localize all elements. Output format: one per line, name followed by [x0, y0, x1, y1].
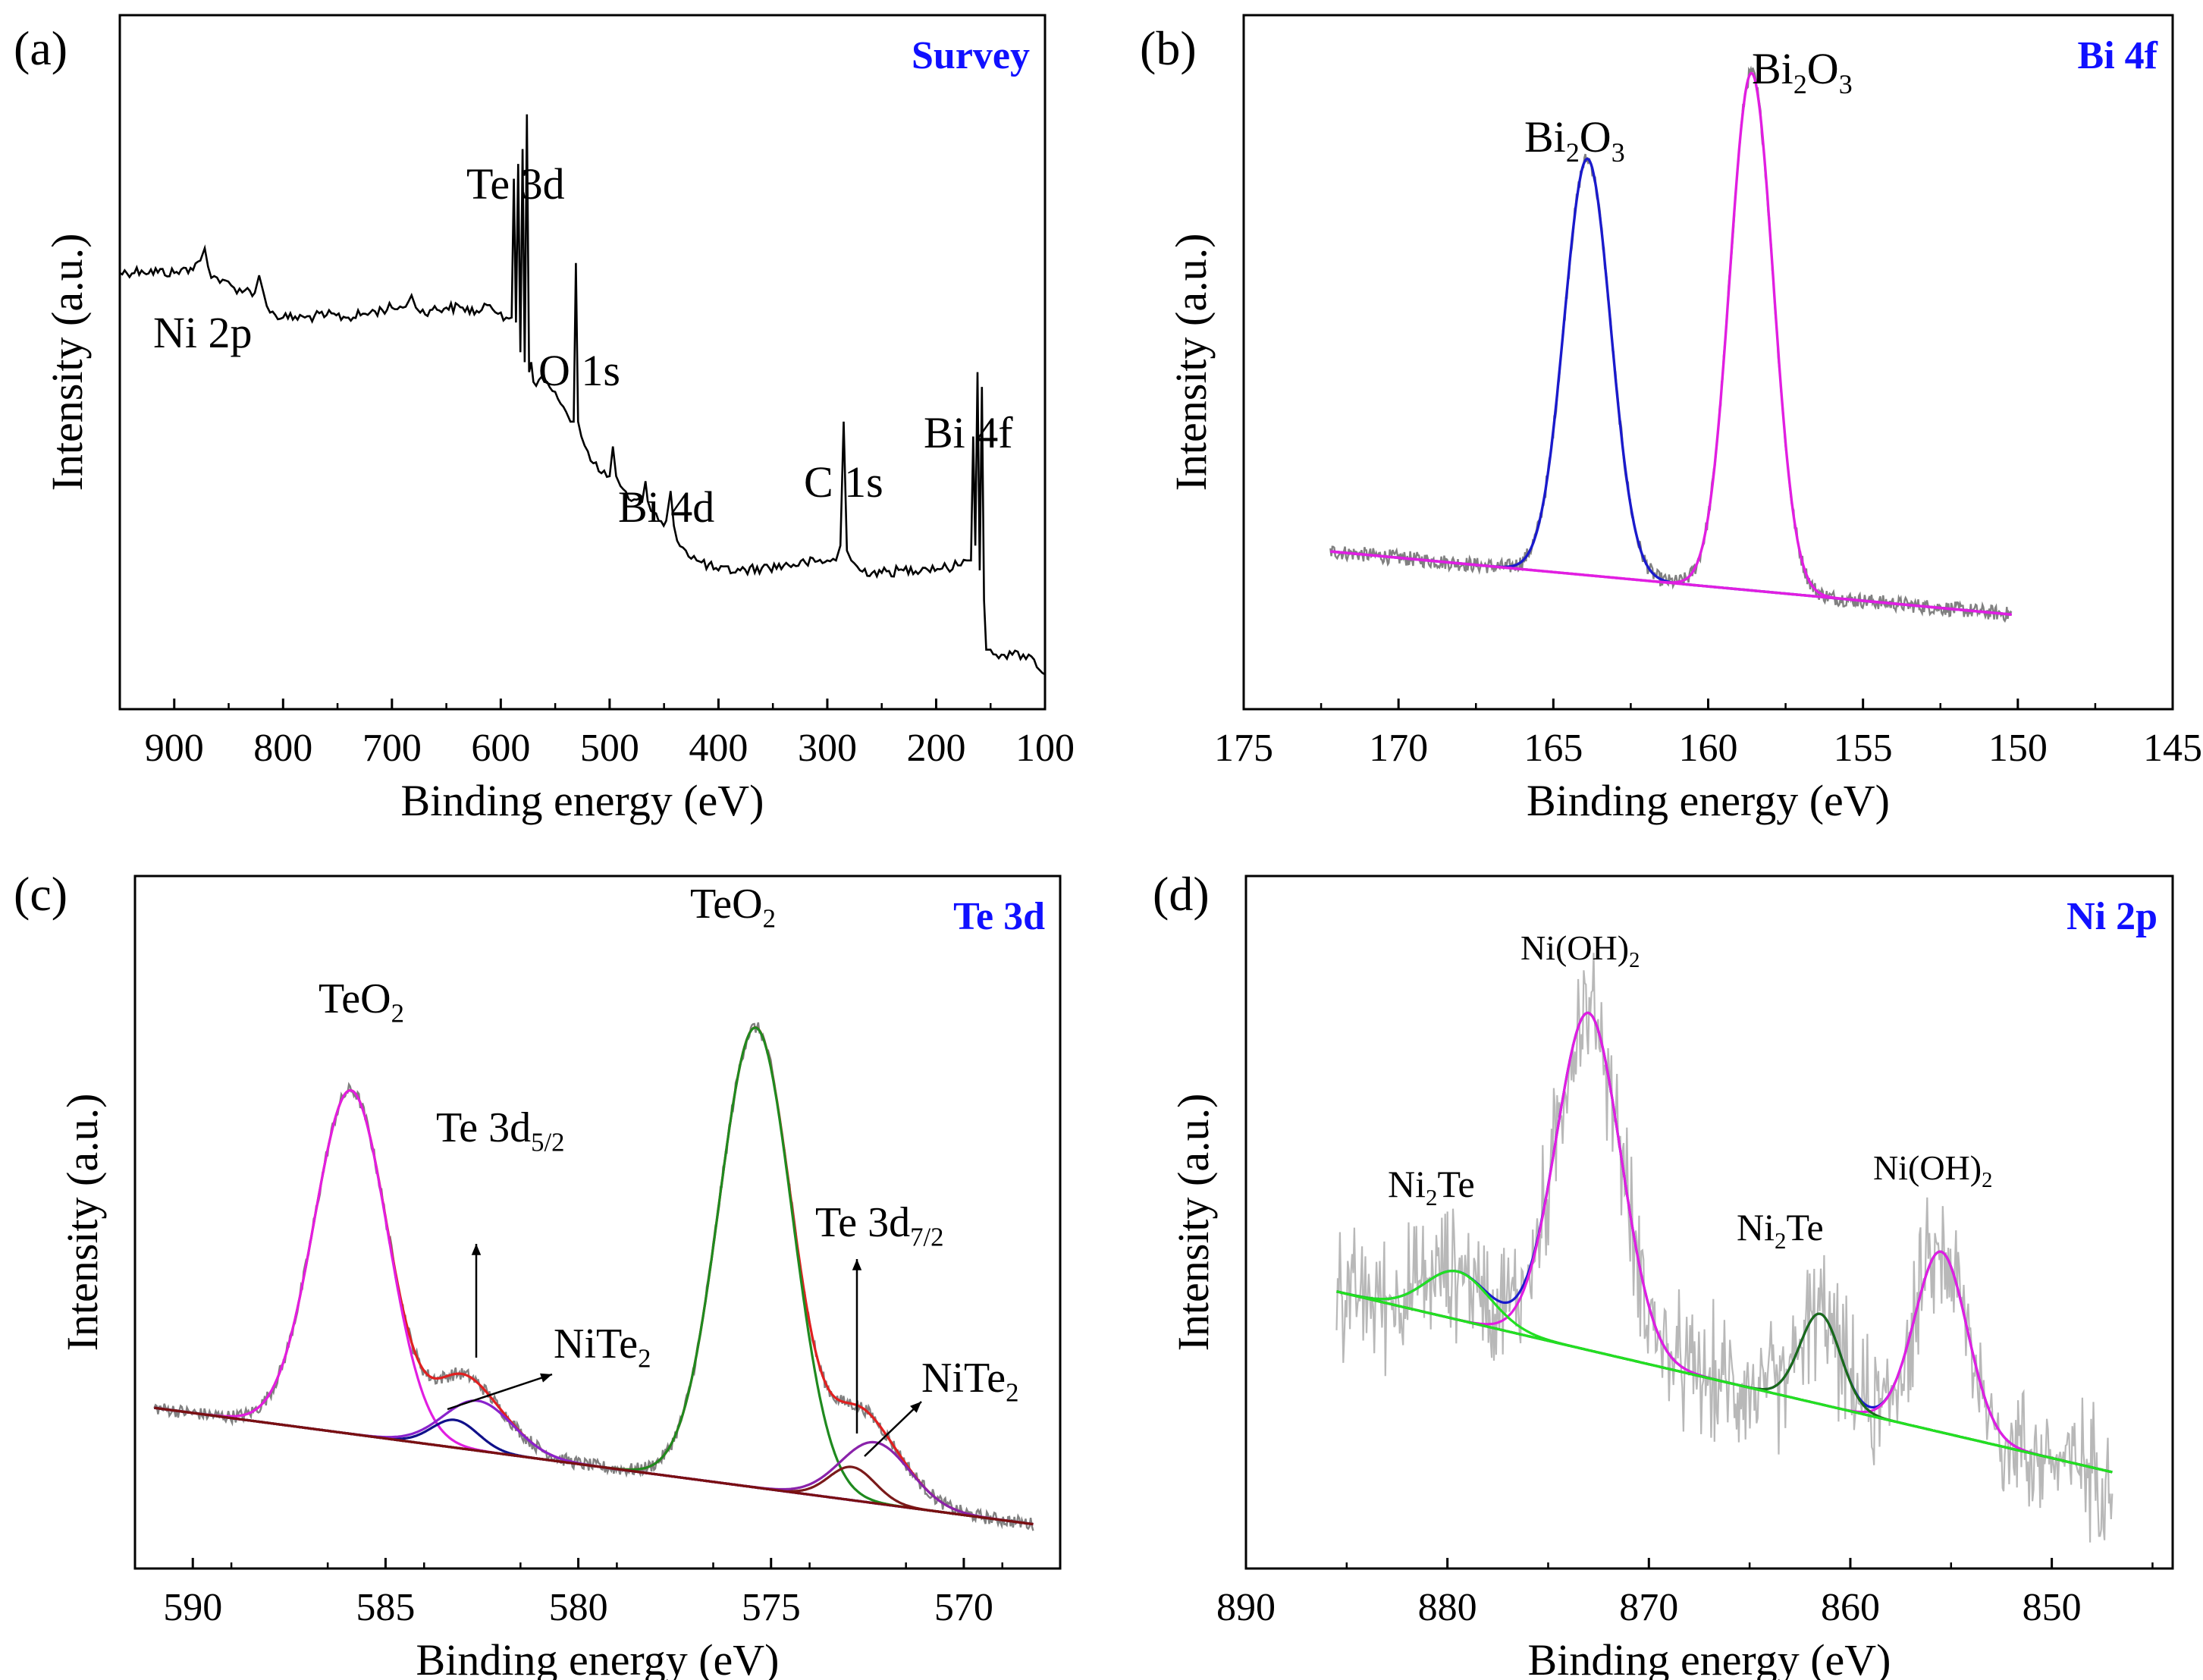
panel-label: (a)	[14, 21, 67, 75]
x-axis-label: Binding energy (eV)	[1527, 776, 1890, 825]
x-tick-label: 880	[1418, 1586, 1477, 1629]
panel-a: (a) Survey 900 800 700 600 500 400 300 200 100 Bind…	[14, 14, 1075, 825]
x-tick-label: 175	[1214, 727, 1273, 770]
x-axis-label: Binding energy (eV)	[401, 776, 764, 825]
panel-b: (b) Bi 4f 175 170 165 160 155 150 145 Binding ene…	[1140, 14, 2202, 825]
arrow-nite2-left	[447, 1373, 553, 1411]
plot-frame	[1242, 14, 2174, 711]
peak-label-4: C 1s	[804, 457, 883, 507]
annot-ni2te-right: Ni2Te	[1737, 1206, 1824, 1254]
x-tick-label: 800	[253, 727, 312, 770]
x-tick-label: 585	[356, 1586, 415, 1629]
x-axis-label: Binding energy (eV)	[1528, 1635, 1891, 1680]
annot-nioh2-left: Ni(OH)2	[1520, 928, 1640, 972]
peak-label-bi2o3-right: Bi2O3	[1752, 44, 1853, 99]
annot-ni2te-left: Ni2Te	[1388, 1163, 1475, 1211]
panel-c: (c) Te 3d 590 585 580 575 570 Binding energy (e…	[14, 867, 1062, 1680]
x-axis-label: Binding energy (eV)	[416, 1635, 780, 1680]
arrow-nite2-right	[864, 1401, 922, 1457]
series-fit-bi2o3-158-6-ev-	[1330, 71, 2012, 616]
x-tick-label: 850	[2023, 1586, 2082, 1629]
x-tick-label: 590	[163, 1586, 222, 1629]
peak-label-0: Ni 2p	[153, 308, 253, 357]
survey-line	[119, 114, 1046, 676]
annot-nioh2-right: Ni(OH)2	[1873, 1148, 1992, 1192]
x-tick-label: 570	[934, 1586, 993, 1629]
x-tick-label: 500	[580, 727, 639, 770]
series-raw-data	[1335, 953, 2114, 1543]
peak-label-3: Bi 4d	[618, 482, 714, 532]
annot-teo2-right: TeO2	[690, 881, 776, 933]
x-tick-label: 860	[1821, 1586, 1880, 1629]
x-tick-label: 200	[906, 727, 965, 770]
x-tick-label: 165	[1524, 727, 1583, 770]
series-raw-data	[1329, 65, 2013, 623]
panel-label: (d)	[1153, 867, 1210, 921]
arrow-nite2-right-head	[910, 1402, 921, 1413]
panel-d: (d) Ni 2p 890 880 870 860 850 Binding energy (e…	[1153, 867, 2174, 1680]
peak-label-2: O 1s	[538, 346, 620, 395]
x-tick-label: 870	[1619, 1586, 1678, 1629]
arrow-te3d52-head	[471, 1244, 482, 1255]
x-tick-label: 145	[2143, 727, 2202, 770]
y-axis-label: Intensity (a.u.)	[1169, 1094, 1218, 1352]
x-tick-label: 890	[1216, 1586, 1276, 1629]
series-ni2te-879-5-ev-	[1336, 1270, 2113, 1474]
y-axis-label: Intensity (a.u.)	[1166, 234, 1216, 491]
x-tick-label: 580	[549, 1586, 608, 1629]
series-background	[154, 1406, 1034, 1526]
peak-label-1: Te 3d	[466, 159, 565, 209]
annot-nite2-right: NiTe2	[921, 1355, 1019, 1407]
x-tick-label: 160	[1679, 727, 1738, 770]
panel-title: Te 3d	[953, 895, 1045, 938]
arrow-nite2-left-head	[540, 1373, 552, 1383]
x-tick-label: 400	[689, 727, 748, 770]
series-envelope	[154, 1026, 1034, 1526]
series-fit-bi2o3-163-9-ev-	[1330, 157, 2012, 616]
y-axis-label: Intensity (a.u.)	[58, 1094, 107, 1352]
x-tick-label: 575	[742, 1586, 801, 1629]
annot-te3d52: Te 3d5/2	[436, 1104, 565, 1157]
arrow-te3d72-head	[852, 1259, 862, 1270]
series-teo2-3d3-2	[154, 1026, 1034, 1526]
x-tick-label: 170	[1369, 727, 1428, 770]
series-background	[1330, 550, 2012, 616]
panel-label: (c)	[14, 867, 67, 921]
annot-nite2-left: NiTe2	[554, 1320, 651, 1373]
series-raw-data	[153, 1022, 1034, 1531]
x-tick-label: 155	[1834, 727, 1893, 770]
x-tick-label: 700	[362, 727, 422, 770]
plot-frame	[1244, 875, 2174, 1570]
annot-teo2-left: TeO2	[319, 975, 404, 1028]
series-background-light-	[1336, 1290, 2113, 1474]
x-tick-label: 150	[1988, 727, 2048, 770]
peak-label-bi2o3-left: Bi2O3	[1524, 112, 1625, 168]
panel-title: Survey	[912, 34, 1030, 77]
x-tick-label: 100	[1015, 727, 1075, 770]
panel-title: Bi 4f	[2078, 34, 2158, 77]
plot-frame	[118, 14, 1047, 711]
peak-label-5: Bi 4f	[924, 408, 1013, 457]
panel-title: Ni 2p	[2066, 895, 2157, 938]
x-tick-label: 300	[798, 727, 857, 770]
annot-te3d72: Te 3d7/2	[815, 1199, 944, 1251]
y-axis-label: Intensity (a.u.)	[42, 234, 92, 491]
x-tick-label: 900	[145, 727, 204, 770]
plot-frame	[133, 875, 1062, 1570]
panel-label: (b)	[1140, 21, 1197, 75]
x-tick-label: 600	[471, 727, 530, 770]
